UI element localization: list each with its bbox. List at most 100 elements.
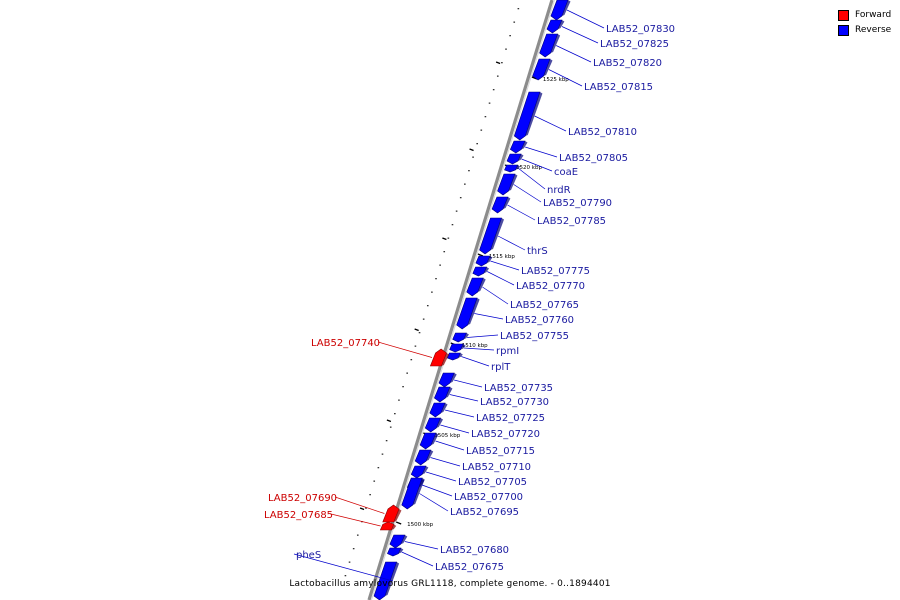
gene-leader-line bbox=[421, 484, 453, 497]
gene-lab52-07815[interactable] bbox=[532, 58, 551, 81]
gene-label[interactable]: LAB52_07730 bbox=[480, 397, 549, 408]
gene-lab52-07810[interactable] bbox=[513, 91, 541, 141]
legend-forward: Forward bbox=[838, 9, 900, 23]
gene-rplt[interactable] bbox=[446, 352, 461, 361]
gene-lab52-07740[interactable] bbox=[429, 348, 447, 367]
gene-label[interactable]: LAB52_07705 bbox=[458, 477, 527, 488]
gene-shade bbox=[550, 34, 561, 53]
gene-lab52-07705[interactable] bbox=[410, 465, 427, 479]
gene-lab52-07735[interactable] bbox=[438, 372, 455, 388]
gene-label[interactable]: LAB52_07790 bbox=[543, 198, 612, 209]
gene-thrs[interactable] bbox=[479, 217, 502, 255]
gene-label[interactable]: LAB52_07820 bbox=[593, 58, 662, 69]
gene-leader-line bbox=[463, 347, 495, 351]
gene-leader-line bbox=[425, 471, 457, 482]
gene-phes[interactable] bbox=[373, 561, 398, 600]
gene-label[interactable]: LAB52_07720 bbox=[471, 429, 540, 440]
gene-lab52-07715[interactable] bbox=[419, 432, 437, 450]
gene-label[interactable]: LAB52_07735 bbox=[484, 383, 553, 394]
gene-label[interactable]: LAB52_07810 bbox=[568, 127, 637, 138]
guide-dot bbox=[435, 278, 437, 280]
gene-lab52-07825[interactable] bbox=[546, 19, 563, 34]
gene-label[interactable]: LAB52_07760 bbox=[505, 315, 574, 326]
scale-tick-label: 1500 kbp bbox=[407, 522, 433, 528]
gene-lab52-07760[interactable] bbox=[456, 297, 478, 330]
gene-label[interactable]: LAB52_07815 bbox=[584, 82, 653, 93]
guide-dot bbox=[398, 399, 400, 401]
gene-coae[interactable] bbox=[506, 153, 522, 165]
gene-shade bbox=[543, 59, 553, 76]
guide-dot bbox=[344, 575, 347, 577]
gene-label[interactable]: LAB52_07775 bbox=[521, 266, 590, 277]
gene-label[interactable]: LAB52_07700 bbox=[454, 492, 523, 503]
gene-shade bbox=[561, 0, 571, 16]
gene-lab52-07695[interactable] bbox=[401, 477, 423, 510]
gene-label[interactable]: LAB52_07715 bbox=[466, 446, 535, 457]
guide-dot bbox=[418, 332, 421, 334]
gene-label[interactable]: rplT bbox=[491, 362, 511, 373]
gene-nrdr[interactable] bbox=[504, 164, 519, 173]
gene-label[interactable]: coaE bbox=[554, 167, 578, 178]
gene-label[interactable]: LAB52_07830 bbox=[606, 24, 675, 35]
gene-lab52-07805[interactable] bbox=[509, 140, 526, 154]
gene-label[interactable]: rpmI bbox=[496, 346, 519, 357]
gene-lab52-07675[interactable] bbox=[387, 547, 402, 557]
gene-leader-line bbox=[521, 158, 553, 172]
gene-label[interactable]: LAB52_07675 bbox=[435, 562, 504, 573]
guide-dot bbox=[488, 102, 491, 104]
gene-label[interactable]: LAB52_07765 bbox=[510, 300, 579, 311]
gene-lab52-07710[interactable] bbox=[414, 449, 432, 466]
gene-lab52-07790[interactable] bbox=[497, 173, 516, 196]
gene-label[interactable]: LAB52_07710 bbox=[462, 462, 531, 473]
gene-shade bbox=[440, 403, 448, 413]
scale-tick-label: 1510 kbp bbox=[462, 343, 488, 349]
gene-lab52-07685[interactable] bbox=[379, 521, 395, 531]
gene-label[interactable]: LAB52_07755 bbox=[500, 331, 569, 342]
gene-label[interactable]: LAB52_07725 bbox=[476, 413, 545, 424]
gene-lab52-07725[interactable] bbox=[429, 402, 446, 418]
gene-lab52-07775[interactable] bbox=[475, 255, 491, 267]
gene-shade bbox=[483, 267, 490, 274]
gene-label[interactable]: LAB52_07680 bbox=[440, 545, 509, 556]
gene-shade bbox=[412, 478, 425, 505]
guide-dot bbox=[451, 224, 454, 226]
gene-lab52-07680[interactable] bbox=[389, 534, 406, 549]
guide-dot bbox=[352, 548, 355, 550]
gene-label[interactable]: LAB52_07805 bbox=[559, 153, 628, 164]
guide-dot bbox=[439, 264, 441, 266]
gene-label[interactable]: pheS bbox=[296, 550, 321, 561]
gene-label[interactable]: LAB52_07740 bbox=[311, 338, 380, 349]
gene-rpmi[interactable] bbox=[449, 343, 464, 353]
gene-label[interactable]: nrdR bbox=[547, 185, 571, 196]
gene-label[interactable]: LAB52_07685 bbox=[264, 510, 333, 521]
gene-shade bbox=[503, 197, 511, 209]
guide-dot bbox=[385, 440, 388, 442]
gene-lab52-07785[interactable] bbox=[491, 196, 509, 214]
gene-lab52-07730[interactable] bbox=[434, 386, 451, 403]
gene-leader-line bbox=[330, 513, 381, 527]
gene-leader-line bbox=[507, 204, 536, 221]
gene-label[interactable]: LAB52_07690 bbox=[268, 493, 337, 504]
gene-shade bbox=[508, 174, 518, 191]
gene-leader-line bbox=[444, 409, 475, 418]
gene-leader-line bbox=[561, 26, 599, 44]
gene-lab52-07770[interactable] bbox=[472, 266, 488, 277]
gene-label[interactable]: LAB52_07785 bbox=[537, 216, 606, 227]
gene-lab52-07765[interactable] bbox=[466, 277, 484, 297]
guide-dot bbox=[513, 21, 516, 23]
gene-label[interactable]: thrS bbox=[527, 246, 548, 257]
gene-lab52-07820[interactable] bbox=[539, 33, 559, 58]
gene-leader-line bbox=[334, 496, 385, 514]
gene-lab52-07720[interactable] bbox=[424, 417, 441, 433]
gene-lab52-07830[interactable] bbox=[550, 0, 569, 21]
gene-lab52-07755[interactable] bbox=[452, 332, 467, 343]
guide-dot bbox=[426, 305, 429, 307]
gene-leader-line bbox=[461, 356, 490, 367]
gene-label[interactable]: LAB52_07695 bbox=[450, 507, 519, 518]
gene-leader-line bbox=[555, 45, 592, 63]
gene-label[interactable]: LAB52_07825 bbox=[600, 39, 669, 50]
guide-dot bbox=[455, 210, 458, 212]
gene-shade bbox=[398, 548, 404, 554]
gene-leader-line bbox=[513, 184, 542, 203]
gene-label[interactable]: LAB52_07770 bbox=[516, 281, 585, 292]
